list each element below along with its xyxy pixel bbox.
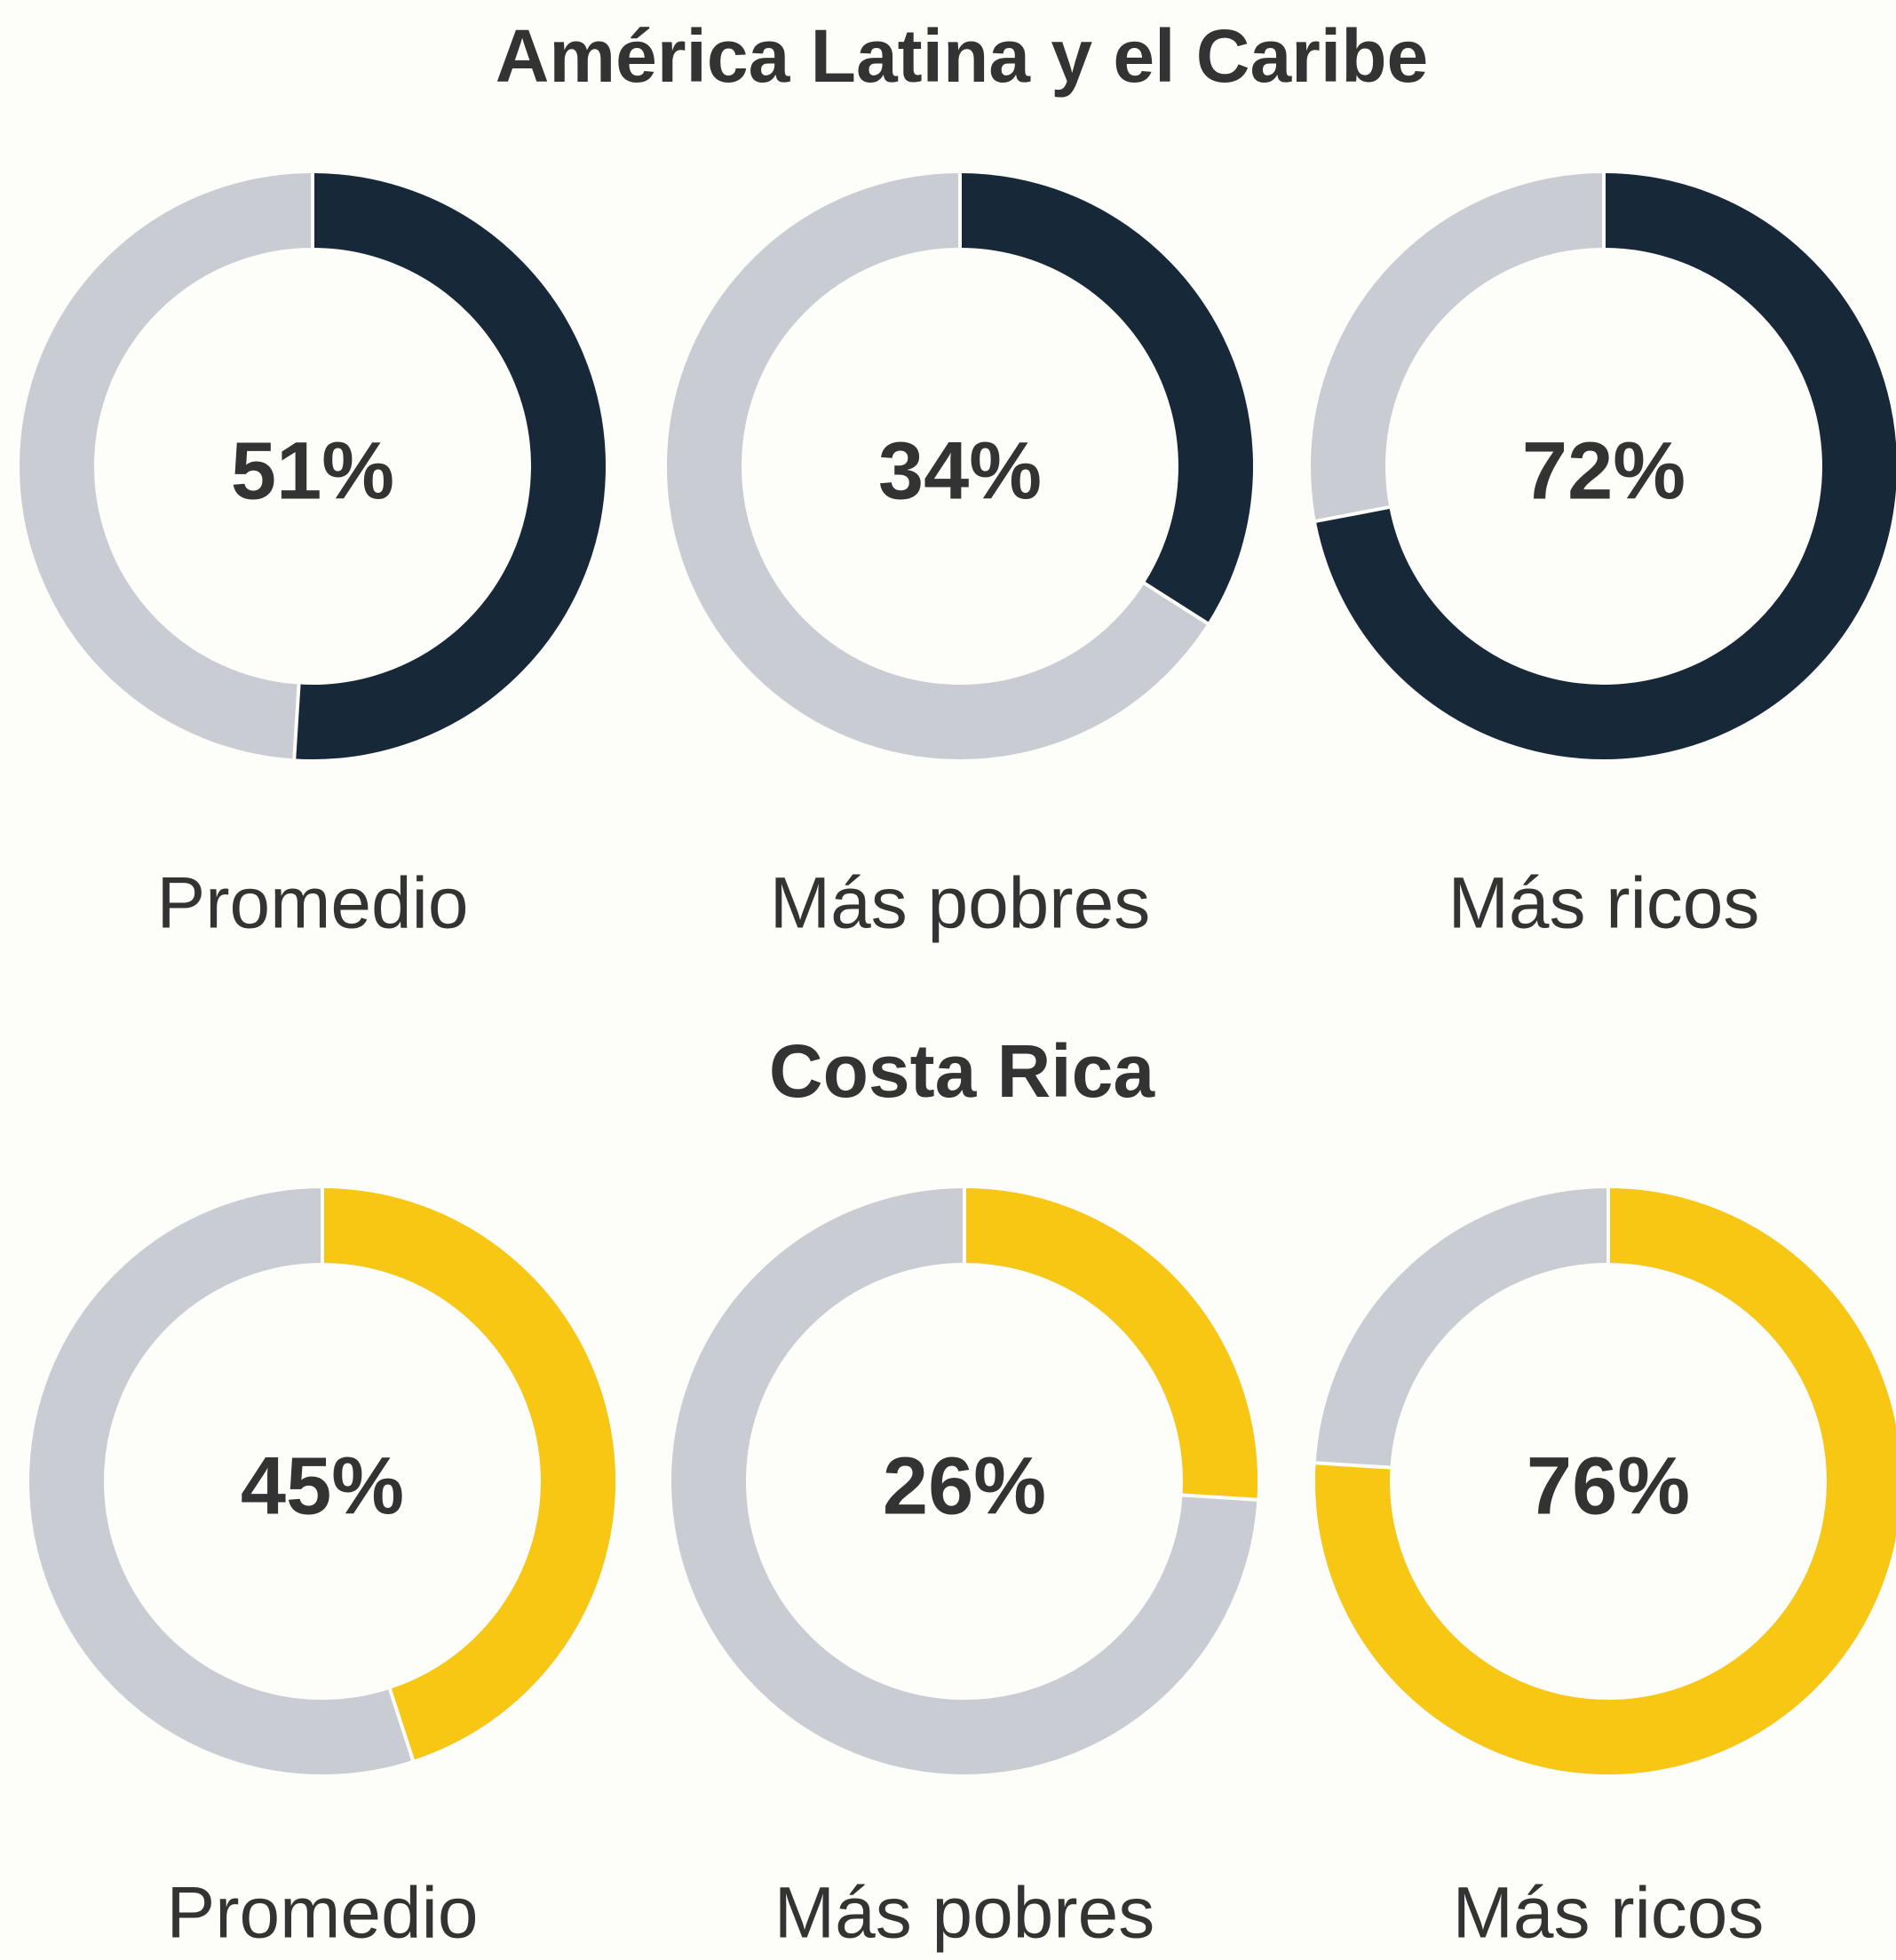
- segment-separator: [387, 1686, 416, 1763]
- donut-segment: [1315, 173, 1896, 759]
- category-label: Promedio: [167, 1873, 479, 1954]
- value-label: 45%: [241, 1440, 404, 1531]
- donut-segment: [1315, 1188, 1896, 1774]
- donut-segment: [321, 1188, 615, 1760]
- segment-separator: [1141, 581, 1210, 626]
- donut-segment: [964, 1188, 1257, 1500]
- value-label: 51%: [231, 425, 394, 516]
- chart-title: Costa Rica: [769, 1029, 1155, 1113]
- value-label: 76%: [1527, 1440, 1690, 1531]
- segment-separator: [1313, 1461, 1392, 1470]
- value-label: 26%: [883, 1440, 1046, 1531]
- segment-separator: [1313, 504, 1392, 524]
- value-label: 34%: [878, 425, 1042, 516]
- value-label: 72%: [1522, 425, 1686, 516]
- donut-segment: [294, 173, 606, 759]
- category-label: Más ricos: [1453, 1873, 1765, 1954]
- segment-separator: [292, 682, 301, 761]
- category-label: Más pobres: [774, 1873, 1154, 1954]
- category-label: Promedio: [157, 863, 469, 944]
- category-label: Más ricos: [1448, 863, 1760, 944]
- segment-separator: [1180, 1493, 1259, 1502]
- donut-segment: [959, 173, 1253, 623]
- chart-title: América Latina y el Caribe: [496, 14, 1428, 98]
- category-label: Más pobres: [770, 863, 1150, 944]
